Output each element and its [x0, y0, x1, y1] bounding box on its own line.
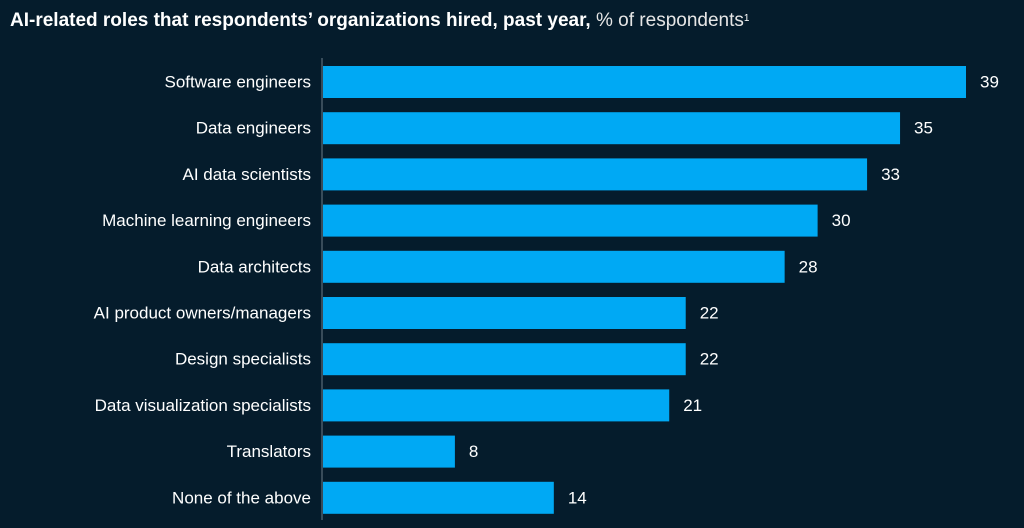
category-label: Data architects	[198, 257, 311, 276]
bar	[323, 66, 966, 98]
bar	[323, 389, 670, 422]
category-label: AI product owners/managers	[94, 304, 311, 323]
bar	[323, 435, 455, 468]
category-label: Machine learning engineers	[102, 211, 311, 230]
value-label: 35	[914, 119, 933, 138]
bar	[323, 250, 785, 283]
chart-title: AI-related roles that respondents’ organ…	[10, 9, 749, 33]
bar	[323, 204, 818, 237]
bar	[323, 481, 554, 514]
value-label: 28	[799, 257, 818, 276]
category-label: AI data scientists	[182, 165, 311, 184]
category-label: Data visualization specialists	[95, 396, 311, 415]
value-label: 22	[700, 350, 719, 369]
chart-title-main: AI-related roles that respondents’ organ…	[10, 10, 591, 31]
value-label: 22	[700, 304, 719, 323]
category-label: Software engineers	[165, 73, 311, 92]
category-label: Design specialists	[175, 350, 311, 369]
category-label: Data engineers	[196, 119, 311, 138]
chart-title-unit: % of respondents	[596, 10, 744, 31]
value-label: 33	[881, 165, 900, 184]
value-label: 21	[683, 396, 702, 415]
category-label: Translators	[227, 442, 311, 461]
value-label: 8	[469, 442, 478, 461]
value-label: 30	[832, 211, 851, 230]
bar	[323, 297, 686, 329]
category-label: None of the above	[172, 488, 311, 507]
bar	[323, 343, 686, 376]
value-label: 39	[980, 73, 999, 92]
value-label: 14	[568, 488, 587, 507]
bar	[323, 112, 901, 145]
footnote-marker: 1	[743, 13, 750, 24]
bar	[323, 158, 868, 191]
